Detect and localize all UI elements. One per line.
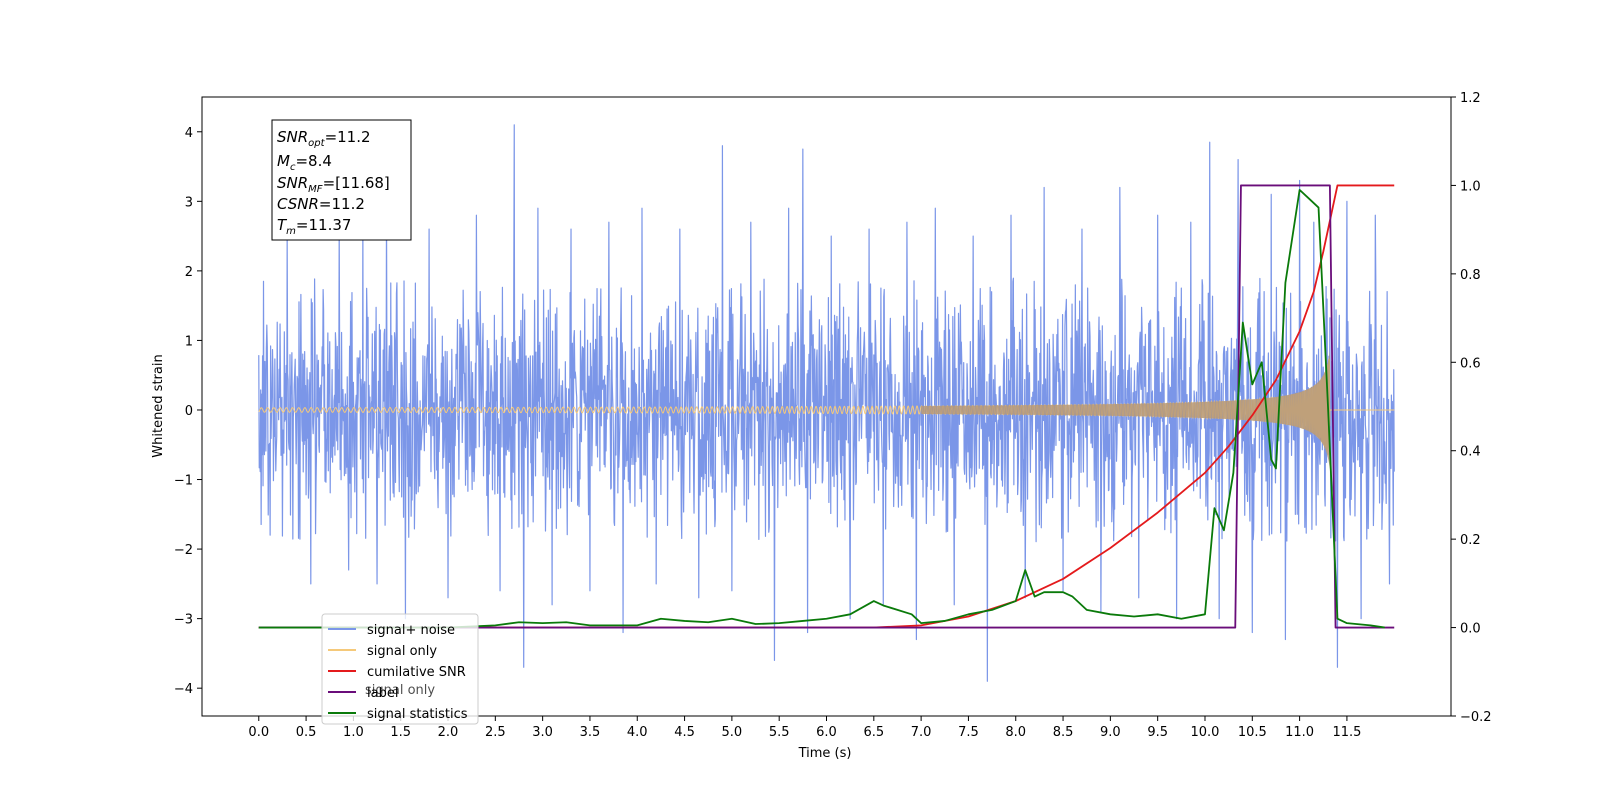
y-right-tick-label: 0.8: [1460, 268, 1481, 283]
legend-signal-only: signal only: [328, 644, 437, 659]
y-axis-label: Whitened strain: [151, 354, 166, 457]
x-tick-label: 11.0: [1285, 725, 1314, 740]
right-axis-series: [258, 184, 1395, 629]
y-right-tick-label: 0.0: [1460, 622, 1481, 637]
legend-signal-noise: signal+ noise: [328, 623, 455, 638]
y-right-tick-label: −0.2: [1460, 710, 1492, 725]
x-tick-label: 8.5: [1053, 725, 1074, 740]
x-tick-label: 1.0: [343, 725, 364, 740]
x-tick-label: 0.0: [248, 725, 269, 740]
legend-cumulative-snr: cumilative SNR: [328, 665, 466, 680]
info-box: SNRopt=11.2 Mc=8.4 SNRMF=[11.68] CSNR=11…: [271, 119, 412, 241]
signal-statistics-line: [258, 188, 1385, 629]
x-tick-label: 7.0: [911, 725, 932, 740]
x-tick-label: 6.0: [816, 725, 837, 740]
info-box-frame: [271, 119, 412, 241]
signal-plus-noise-line: [258, 124, 1395, 682]
x-tick-label: 6.5: [863, 725, 884, 740]
y-right-tick-label: 1.0: [1460, 179, 1481, 194]
x-axis-label: Time (s): [798, 746, 852, 761]
legend-frame: [321, 613, 479, 725]
x-tick-label: 4.0: [627, 725, 648, 740]
y-left-tick-label: 0: [185, 404, 193, 419]
info-tm: Tm=11.37: [277, 216, 351, 237]
signal-only-envelope: [921, 350, 1330, 470]
y-right-tick-label: 0.4: [1460, 445, 1481, 460]
y-left-tick-label: −2: [174, 543, 193, 558]
legend-label: signal statistics: [367, 707, 468, 722]
info-snr-opt: SNRopt=11.2: [277, 128, 371, 149]
y-right-tick-label: 0.6: [1460, 356, 1481, 371]
legend-ghost-text: signal only: [365, 683, 435, 698]
x-tick-label: 9.5: [1147, 725, 1168, 740]
x-tick-label: 3.5: [580, 725, 601, 740]
info-snr-mf: SNRMF=[11.68]: [277, 174, 390, 195]
signal-plus-noise-series: [258, 124, 1395, 682]
y-left-tick-label: −1: [174, 474, 193, 489]
y-left-tick-label: 1: [185, 334, 193, 349]
y-left-tick-label: 3: [185, 195, 193, 210]
y-right-tick-label: 0.2: [1460, 533, 1481, 548]
info-csnr: CSNR=11.2: [277, 195, 365, 213]
y-right-tick-label: 1.2: [1460, 91, 1481, 106]
legend-label: label: [367, 686, 398, 701]
x-tick-label: 4.5: [674, 725, 695, 740]
y-left-tick-label: 4: [185, 126, 193, 141]
x-tick-label: 10.0: [1191, 725, 1220, 740]
info-mc: Mc=8.4: [277, 152, 332, 173]
x-tick-label: 10.5: [1238, 725, 1267, 740]
y-left-tick-label: 2: [185, 265, 193, 280]
y-left-tick-label: −3: [174, 613, 193, 628]
legend-label: signal+ noise: [367, 623, 455, 638]
x-axis: 0.0 0.5 1.0 1.5 2.0 2.5 3.0 3.5 4.0 4.5 5.0 5.5 6.0 6…: [248, 716, 1361, 740]
x-tick-label: 8.0: [1005, 725, 1026, 740]
x-tick-label: 7.5: [958, 725, 979, 740]
plot-area: [258, 124, 1395, 682]
x-tick-label: 1.5: [390, 725, 411, 740]
x-tick-label: 5.5: [769, 725, 790, 740]
x-tick-label: 11.5: [1332, 725, 1361, 740]
legend-signal-statistics: signal statistics: [328, 707, 468, 722]
cumulative-snr-line: [258, 184, 1395, 629]
y-left-tick-label: −4: [174, 682, 193, 697]
right-y-axis: 1.2 1.0 0.8 0.6 0.4 0.2 0.0 −0.2: [1451, 91, 1492, 725]
signal-only-series: [258, 350, 1395, 470]
left-y-axis: 4 3 2 1 0 −1 −2 −3 −4: [174, 126, 202, 697]
legend: signal only signal+ noise signal only cumi…: [321, 613, 479, 725]
x-tick-label: 3.0: [532, 725, 553, 740]
x-tick-label: 5.0: [722, 725, 743, 740]
label-line: [258, 184, 1395, 629]
legend-label: signal only: [367, 644, 437, 659]
legend-label: label: [328, 686, 398, 701]
x-tick-label: 9.0: [1100, 725, 1121, 740]
x-tick-label: 2.0: [438, 725, 459, 740]
x-tick-label: 0.5: [296, 725, 317, 740]
x-tick-label: 2.5: [485, 725, 506, 740]
legend-label: cumilative SNR: [367, 665, 466, 680]
